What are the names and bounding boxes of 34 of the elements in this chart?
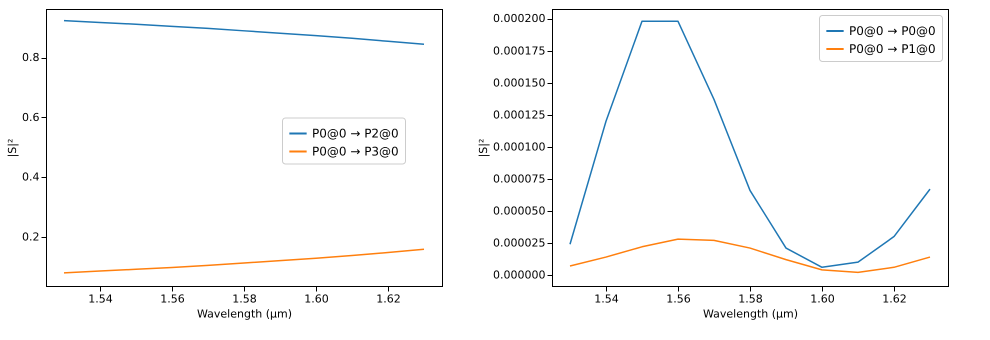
legend-label: P0@0 → P3@0: [312, 144, 399, 158]
x-tick-label: 1.62: [376, 292, 401, 306]
x-tick-label: 1.60: [304, 292, 329, 306]
x-tick-label: 1.56: [160, 292, 185, 306]
line-series: [63, 20, 425, 46]
line-series: [569, 238, 931, 274]
x-tick-label: 1.54: [594, 292, 619, 306]
y-tick-label: 0.000050: [493, 204, 546, 218]
y-tick-label: 0.000200: [493, 12, 546, 26]
x-tick-label: 1.62: [882, 292, 907, 306]
x-tick-label: 1.60: [810, 292, 835, 306]
y-tick-label: 0.000000: [493, 268, 546, 282]
y-tick-label: 0.000100: [493, 140, 546, 154]
y-tick-label: 0.000150: [493, 76, 546, 90]
x-tick-label: 1.58: [232, 292, 257, 306]
legend-label: P0@0 → P0@0: [849, 24, 936, 38]
y-tick-label: 0.4: [22, 170, 40, 184]
y-tick-label: 0.6: [22, 110, 40, 124]
x-tick-label: 1.56: [666, 292, 691, 306]
y-axis-title: |S|²: [477, 138, 490, 158]
x-axis-title: Wavelength (µm): [196, 308, 292, 320]
legend-label: P0@0 → P1@0: [849, 42, 936, 56]
y-tick-label: 0.000075: [493, 172, 546, 186]
x-tick-label: 1.58: [738, 292, 763, 306]
x-tick-label: 1.54: [88, 292, 113, 306]
y-tick-label: 0.8: [22, 51, 40, 64]
y-tick-label: 0.000175: [493, 44, 546, 58]
legend-label: P0@0 → P2@0: [312, 126, 399, 140]
y-tick-label: 0.2: [22, 230, 40, 244]
line-series: [63, 248, 425, 274]
y-axis-title: |S|²: [6, 138, 20, 158]
y-tick-label: 0.000125: [493, 108, 546, 122]
x-axis-title: Wavelength (µm): [702, 308, 798, 320]
y-tick-label: 0.000025: [493, 236, 546, 250]
